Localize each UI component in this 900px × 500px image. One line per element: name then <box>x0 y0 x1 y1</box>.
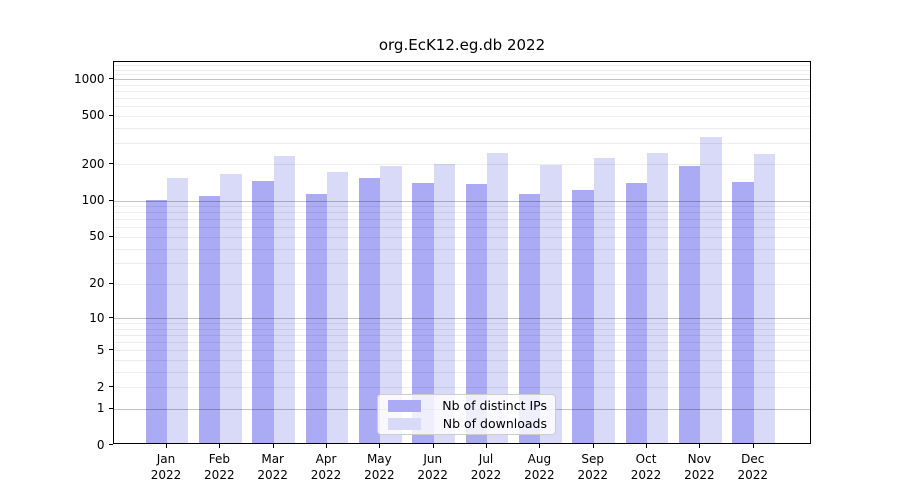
bar-downloads-may <box>380 166 402 443</box>
bar-distinct-ips-sep <box>572 189 594 443</box>
gridline-minor-600 <box>114 106 810 108</box>
x-axis-tick-mar <box>272 444 274 449</box>
x-axis-tick-label-aug: Aug 2022 <box>524 452 555 483</box>
x-axis-tick-sep <box>592 444 594 449</box>
bar-downloads-jul <box>487 152 509 443</box>
x-axis-tick-oct <box>646 444 648 449</box>
x-axis-tick-dec <box>752 444 754 449</box>
bar-downloads-nov <box>700 137 722 443</box>
gridline-minor-1200 <box>114 69 810 71</box>
y-axis-tick-label-10: 10 <box>89 310 105 325</box>
bar-distinct-ips-jul <box>465 183 488 443</box>
y-axis-tick-10 <box>108 317 113 319</box>
y-axis-tick-0 <box>108 444 113 446</box>
plot-area <box>113 61 811 444</box>
y-axis-tick-1000 <box>108 78 113 80</box>
gridline-minor-800 <box>114 91 810 93</box>
x-axis-tick-label-jul: Jul 2022 <box>470 452 502 483</box>
gridline-minor-900 <box>114 84 810 86</box>
chart-title: org.EcK12.eg.db 2022 <box>378 36 546 54</box>
gridline-minor-1300 <box>114 65 810 67</box>
x-axis-tick-label-jan: Jan 2022 <box>150 452 182 483</box>
y-axis-tick-500 <box>108 114 113 116</box>
y-axis-tick-label-1000: 1000 <box>73 71 105 86</box>
bar-distinct-ips-jan <box>145 200 167 443</box>
x-axis-tick-label-mar: Mar 2022 <box>257 452 288 483</box>
legend-row-distinct-ips: Nb of distinct IPs <box>388 398 547 413</box>
bar-distinct-ips-nov <box>679 166 701 443</box>
bar-downloads-jan <box>167 178 189 443</box>
gridline-minor-1100 <box>114 74 810 76</box>
x-axis-tick-label-oct: Oct 2022 <box>630 452 662 483</box>
x-axis-tick-jun <box>432 444 434 449</box>
y-axis-tick-label-50: 50 <box>89 229 105 244</box>
bar-distinct-ips-may <box>359 177 381 443</box>
gridline-minor-700 <box>114 98 810 100</box>
bar-downloads-oct <box>647 152 669 443</box>
legend-label-distinct-ips: Nb of distinct IPs <box>442 398 547 413</box>
legend-swatch-distinct-ips <box>388 399 421 412</box>
bar-downloads-sep <box>593 157 616 443</box>
legend-row-downloads: Nb of downloads <box>388 416 547 431</box>
x-axis-tick-label-nov: Nov 2022 <box>684 452 715 483</box>
y-axis-tick-label-500: 500 <box>81 108 105 123</box>
y-axis-tick-2 <box>108 386 113 388</box>
legend-swatch-downloads <box>388 417 421 430</box>
gridline-major-1000 <box>114 79 810 81</box>
x-axis-tick-feb <box>219 444 221 449</box>
bar-distinct-ips-jun <box>412 183 434 443</box>
bar-downloads-dec <box>753 153 776 443</box>
x-axis-tick-nov <box>699 444 701 449</box>
y-axis-tick-1 <box>108 407 113 409</box>
bar-downloads-aug <box>540 165 562 443</box>
legend: Nb of distinct IPs Nb of downloads <box>377 394 556 435</box>
legend-label-downloads: Nb of downloads <box>442 416 547 431</box>
y-axis-tick-100 <box>108 199 113 201</box>
bar-downloads-jun <box>433 164 455 443</box>
y-axis-tick-label-5: 5 <box>96 342 105 357</box>
y-axis-tick-50 <box>108 235 113 237</box>
x-axis-tick-label-jun: Jun 2022 <box>417 452 448 483</box>
x-axis-tick-jul <box>486 444 488 449</box>
y-axis-tick-5 <box>108 349 113 351</box>
bar-downloads-apr <box>327 171 349 443</box>
gridline-minor-500 <box>114 115 810 117</box>
y-axis-tick-20 <box>108 282 113 284</box>
x-axis-tick-label-may: May 2022 <box>364 452 395 483</box>
bar-downloads-mar <box>273 156 295 443</box>
bar-distinct-ips-dec <box>732 181 754 443</box>
x-axis-tick-label-apr: Apr 2022 <box>310 452 342 483</box>
x-axis-tick-apr <box>326 444 328 449</box>
bar-distinct-ips-apr <box>305 193 328 443</box>
x-axis-tick-aug <box>539 444 541 449</box>
x-axis-tick-label-sep: Sep 2022 <box>577 452 608 483</box>
y-axis-tick-label-200: 200 <box>81 156 105 171</box>
gridline-minor-400 <box>114 127 810 129</box>
bar-distinct-ips-oct <box>625 182 648 443</box>
bar-distinct-ips-feb <box>199 195 221 443</box>
y-axis-tick-label-100: 100 <box>81 193 105 208</box>
y-axis-tick-200 <box>108 163 113 165</box>
x-axis-tick-label-dec: Dec 2022 <box>737 452 768 483</box>
y-axis-tick-label-20: 20 <box>89 276 105 291</box>
bar-distinct-ips-aug <box>519 193 541 443</box>
x-axis-tick-label-feb: Feb 2022 <box>204 452 235 483</box>
y-axis-tick-label-2: 2 <box>96 379 105 394</box>
x-axis-tick-may <box>379 444 381 449</box>
bar-distinct-ips-mar <box>252 181 274 443</box>
y-axis-tick-label-0: 0 <box>96 437 105 452</box>
y-axis-tick-label-1: 1 <box>96 401 105 416</box>
x-axis-tick-jan <box>166 444 167 449</box>
bar-downloads-feb <box>220 173 242 443</box>
